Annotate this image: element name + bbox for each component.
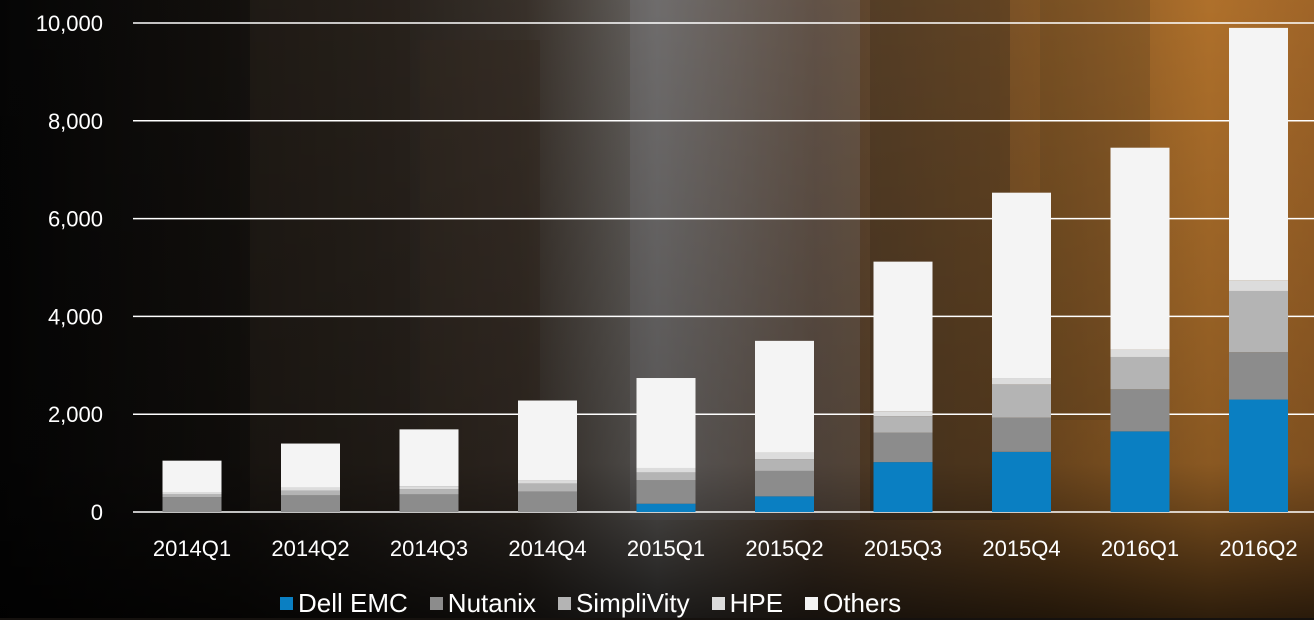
bar-segment-hpe bbox=[162, 492, 222, 495]
legend-item: HPE bbox=[711, 587, 784, 619]
bar-segment-simplivity bbox=[518, 483, 577, 492]
legend-swatch bbox=[280, 596, 293, 610]
legend-label: SimpliVity bbox=[575, 587, 690, 618]
bar-segment-others bbox=[518, 400, 577, 481]
bar-segment-simplivity bbox=[992, 384, 1051, 418]
bar-segment-simplivity bbox=[281, 490, 340, 496]
bar-segment-others bbox=[162, 460, 222, 493]
bar-segment-simplivity bbox=[162, 494, 222, 498]
bar-segment-nutanix bbox=[992, 417, 1051, 452]
bar-segment-dell-emc bbox=[873, 462, 933, 512]
x-tick-label: 2014Q3 bbox=[390, 536, 468, 561]
legend-swatch bbox=[805, 596, 819, 610]
bar-segment-others bbox=[873, 261, 933, 412]
legend-swatch bbox=[557, 596, 571, 610]
bar-segment-others bbox=[1229, 27, 1288, 281]
x-tick-label: 2016Q1 bbox=[1101, 536, 1179, 561]
x-tick-label: 2014Q2 bbox=[271, 536, 349, 561]
x-tick-label: 2015Q1 bbox=[627, 536, 705, 561]
y-tick-label: 10,000 bbox=[36, 11, 103, 36]
legend-item: Nutanix bbox=[429, 587, 536, 619]
legend-item: Others bbox=[805, 588, 901, 619]
bar-segment-hpe bbox=[992, 378, 1051, 385]
bar-segment-nutanix bbox=[873, 432, 933, 463]
bar-segment-dell-emc bbox=[1229, 399, 1288, 512]
bar-segment-hpe bbox=[518, 480, 577, 484]
bar-segment-simplivity bbox=[636, 472, 696, 481]
y-tick-label: 2,000 bbox=[48, 402, 103, 427]
x-tick-label: 2015Q3 bbox=[864, 536, 942, 561]
bar-segment-nutanix bbox=[518, 491, 577, 512]
bar-segment-nutanix bbox=[755, 470, 814, 497]
bar-segment-nutanix bbox=[1110, 389, 1170, 432]
bar-segment-dell-emc bbox=[992, 451, 1051, 512]
legend-swatch bbox=[711, 596, 725, 610]
chart-legend: Dell EMC Nutanix SimpliVity HPE Others bbox=[280, 586, 901, 620]
x-tick-label: 2014Q1 bbox=[153, 536, 231, 561]
bar-segment-hpe bbox=[755, 452, 814, 460]
bar-segment-others bbox=[992, 192, 1051, 379]
legend-label: Dell EMC bbox=[298, 587, 408, 618]
legend-swatch bbox=[429, 596, 443, 610]
bar-segment-simplivity bbox=[1229, 290, 1288, 353]
y-tick-label: 6,000 bbox=[48, 207, 103, 232]
legend-label: Others bbox=[823, 587, 902, 618]
bar-segment-nutanix bbox=[399, 494, 459, 512]
bar-segment-others bbox=[281, 443, 340, 488]
bar-segment-nutanix bbox=[162, 497, 222, 512]
bar-segment-hpe bbox=[1229, 280, 1288, 291]
bar-segment-hpe bbox=[636, 467, 696, 473]
bar-segment-hpe bbox=[1110, 349, 1170, 357]
y-tick-label: 8,000 bbox=[48, 109, 103, 134]
x-tick-label: 2015Q4 bbox=[982, 536, 1060, 561]
x-tick-label: 2016Q2 bbox=[1219, 536, 1297, 561]
bar-segment-others bbox=[636, 378, 696, 468]
legend-item: SimpliVity bbox=[557, 587, 690, 619]
bar-segment-others bbox=[399, 429, 459, 487]
bar-segment-nutanix bbox=[636, 480, 696, 504]
bar-segment-others bbox=[1110, 147, 1170, 350]
bar-segment-dell-emc bbox=[1110, 431, 1170, 512]
bar-segment-nutanix bbox=[281, 495, 340, 512]
bar-segment-simplivity bbox=[755, 459, 814, 471]
bar-segment-simplivity bbox=[873, 416, 933, 433]
bar-segment-nutanix bbox=[1229, 352, 1288, 400]
x-tick-label: 2014Q4 bbox=[508, 536, 586, 561]
y-tick-label: 4,000 bbox=[48, 304, 103, 329]
legend-item: Dell EMC bbox=[280, 588, 408, 619]
x-tick-label: 2015Q2 bbox=[745, 536, 823, 561]
bar-segment-hpe bbox=[873, 411, 933, 417]
bar-segment-simplivity bbox=[1110, 356, 1170, 390]
bar-segment-dell-emc bbox=[636, 503, 696, 512]
bar-segment-simplivity bbox=[399, 489, 459, 495]
y-tick-label: 0 bbox=[91, 500, 103, 525]
legend-label: HPE bbox=[729, 587, 784, 618]
bar-segment-others bbox=[755, 340, 814, 453]
legend-label: Nutanix bbox=[447, 587, 536, 618]
bar-segment-hpe bbox=[281, 487, 340, 491]
bar-segment-dell-emc bbox=[755, 496, 814, 512]
bar-segment-hpe bbox=[399, 486, 459, 490]
